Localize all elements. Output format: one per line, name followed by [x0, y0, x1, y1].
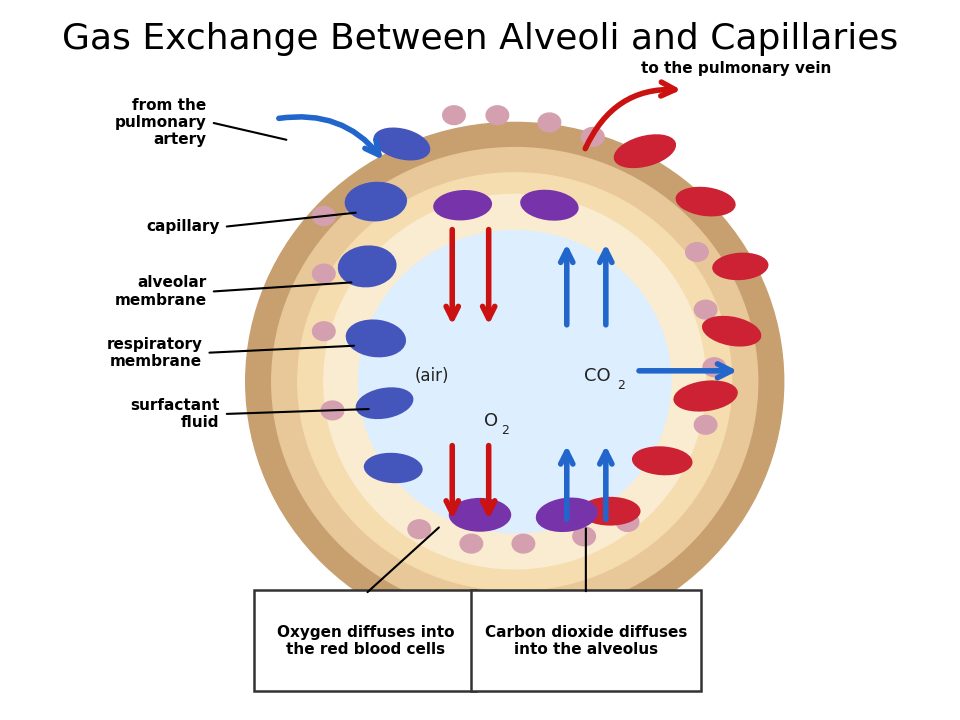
Circle shape	[512, 534, 535, 553]
Text: Carbon dioxide diffuses
into the alveolus: Carbon dioxide diffuses into the alveolu…	[485, 624, 687, 657]
Circle shape	[313, 207, 335, 225]
Ellipse shape	[676, 186, 735, 217]
Ellipse shape	[346, 320, 406, 357]
Circle shape	[685, 243, 708, 261]
Ellipse shape	[673, 380, 738, 412]
Circle shape	[486, 106, 509, 125]
Ellipse shape	[613, 134, 676, 168]
Ellipse shape	[520, 189, 579, 221]
Circle shape	[539, 113, 561, 132]
Ellipse shape	[712, 253, 768, 280]
Circle shape	[313, 322, 335, 341]
Circle shape	[460, 534, 483, 553]
Text: Gas Exchange Between Alveoli and Capillaries: Gas Exchange Between Alveoli and Capilla…	[61, 22, 899, 55]
Ellipse shape	[448, 498, 512, 531]
Ellipse shape	[536, 498, 598, 532]
Ellipse shape	[580, 497, 640, 526]
Text: (air): (air)	[415, 367, 449, 385]
Circle shape	[408, 520, 430, 539]
Circle shape	[703, 358, 726, 377]
Text: Oxygen diffuses into
the red blood cells: Oxygen diffuses into the red blood cells	[276, 624, 454, 657]
Text: respiratory
membrane: respiratory membrane	[107, 337, 203, 369]
Circle shape	[694, 415, 717, 434]
Circle shape	[322, 401, 344, 420]
Ellipse shape	[355, 387, 414, 419]
Text: CO: CO	[584, 367, 611, 385]
Ellipse shape	[324, 194, 706, 569]
Text: capillary: capillary	[146, 220, 220, 234]
Text: 2: 2	[501, 424, 509, 437]
Circle shape	[694, 300, 717, 319]
Ellipse shape	[373, 127, 430, 161]
FancyBboxPatch shape	[254, 590, 475, 691]
Circle shape	[616, 513, 638, 531]
Ellipse shape	[272, 148, 757, 616]
Ellipse shape	[298, 173, 732, 590]
FancyBboxPatch shape	[471, 590, 701, 691]
Text: to the pulmonary vein: to the pulmonary vein	[640, 60, 831, 76]
Ellipse shape	[246, 122, 783, 641]
Text: 2: 2	[617, 379, 625, 392]
Ellipse shape	[702, 316, 761, 346]
Ellipse shape	[338, 246, 396, 287]
Text: O: O	[485, 412, 498, 431]
Ellipse shape	[345, 181, 407, 222]
Text: from the
pulmonary
artery: from the pulmonary artery	[115, 97, 206, 148]
Circle shape	[443, 106, 466, 125]
Circle shape	[573, 527, 595, 546]
Text: surfactant
fluid: surfactant fluid	[131, 398, 220, 431]
Ellipse shape	[433, 190, 492, 220]
Circle shape	[313, 264, 335, 283]
Circle shape	[582, 127, 604, 146]
Ellipse shape	[364, 453, 422, 483]
Ellipse shape	[358, 230, 671, 533]
Text: alveolar
membrane: alveolar membrane	[114, 276, 206, 308]
Ellipse shape	[632, 446, 692, 475]
